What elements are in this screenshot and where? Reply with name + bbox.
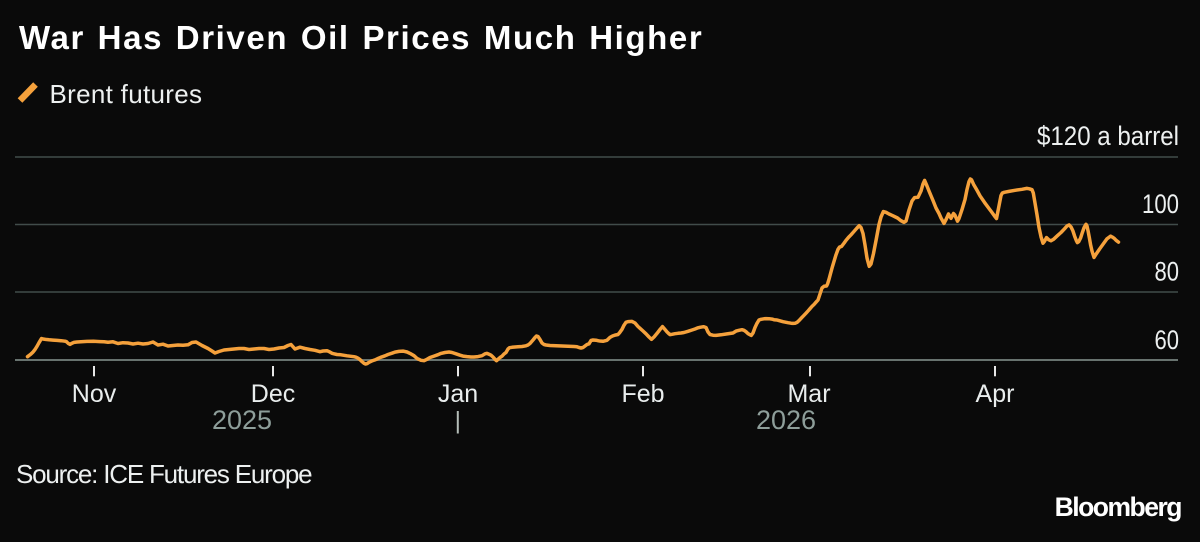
- svg-text:Apr: Apr: [976, 380, 1015, 408]
- svg-text:Jan: Jan: [438, 380, 478, 408]
- svg-text:2026: 2026: [756, 405, 816, 435]
- svg-text:Nov: Nov: [72, 380, 117, 408]
- svg-text:80: 80: [1155, 257, 1180, 287]
- svg-text:100: 100: [1142, 189, 1179, 219]
- svg-text:$120 a barrel: $120 a barrel: [1037, 121, 1179, 151]
- svg-text:Mar: Mar: [787, 380, 830, 408]
- svg-text:60: 60: [1155, 325, 1180, 355]
- svg-text:2025: 2025: [212, 405, 272, 435]
- svg-text:Feb: Feb: [621, 380, 664, 408]
- svg-text:Dec: Dec: [251, 380, 295, 408]
